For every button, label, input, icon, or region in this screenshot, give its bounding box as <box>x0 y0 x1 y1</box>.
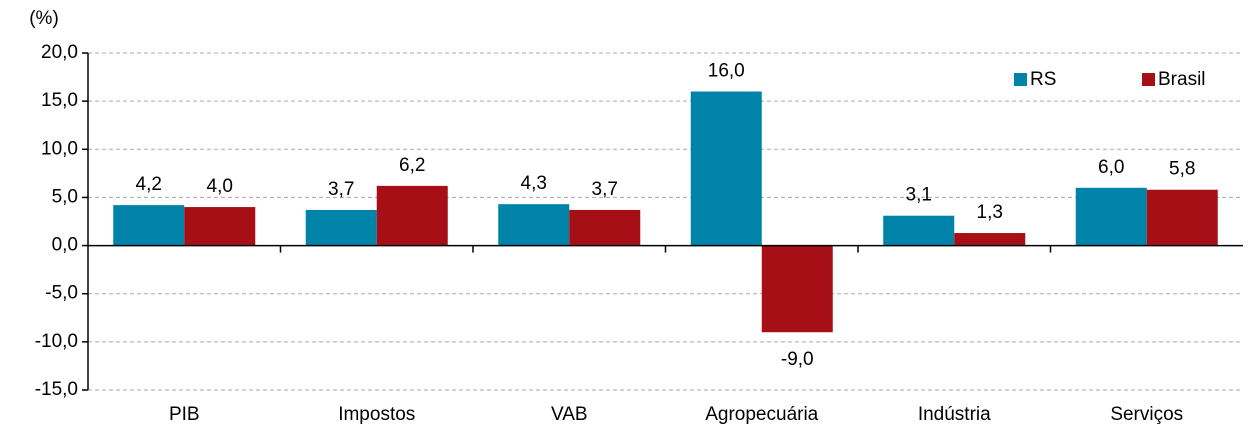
bar <box>690 91 762 246</box>
bar <box>1146 189 1218 246</box>
legend-swatch <box>1014 73 1027 86</box>
y-tick-label: -10,0 <box>35 331 78 352</box>
data-label: -9,0 <box>781 349 814 370</box>
y-tick-label: 15,0 <box>41 90 78 111</box>
bar <box>498 204 570 246</box>
bar <box>184 207 256 246</box>
data-label: 3,7 <box>592 179 618 200</box>
x-tick-label: Indústria <box>918 404 991 425</box>
y-tick-label: 10,0 <box>41 138 78 159</box>
legend-swatch <box>1142 73 1155 86</box>
data-label: 6,2 <box>399 155 425 176</box>
legend-label: Brasil <box>1158 69 1206 90</box>
data-label: 4,3 <box>521 173 547 194</box>
data-label: 1,3 <box>977 202 1003 223</box>
x-tick-label: PIB <box>169 404 200 425</box>
data-label: 4,2 <box>136 174 162 195</box>
data-label: 4,0 <box>207 176 233 197</box>
bar <box>569 209 641 246</box>
bar <box>305 209 377 246</box>
y-axis-label: (%) <box>29 8 59 29</box>
bar <box>113 205 185 246</box>
bar <box>883 215 955 246</box>
x-tick-label: VAB <box>551 404 588 425</box>
y-tick-label: 0,0 <box>52 235 78 256</box>
bar <box>761 245 833 333</box>
x-tick-label: Impostos <box>338 404 415 425</box>
y-tick-label: -5,0 <box>45 283 78 304</box>
bar <box>954 233 1026 246</box>
bar <box>1075 187 1147 246</box>
data-label: 3,1 <box>906 185 932 206</box>
y-tick-label: 5,0 <box>52 186 78 207</box>
data-label: 16,0 <box>708 61 745 82</box>
x-tick-label: Agropecuária <box>705 404 818 425</box>
data-label: 6,0 <box>1098 157 1124 178</box>
y-tick-label: -15,0 <box>35 379 78 400</box>
data-label: 5,8 <box>1169 159 1195 180</box>
data-label: 3,7 <box>328 179 354 200</box>
legend-label: RS <box>1030 69 1056 90</box>
x-tick-label: Serviços <box>1110 404 1183 425</box>
y-tick-label: 20,0 <box>41 42 78 63</box>
bar <box>376 185 448 246</box>
